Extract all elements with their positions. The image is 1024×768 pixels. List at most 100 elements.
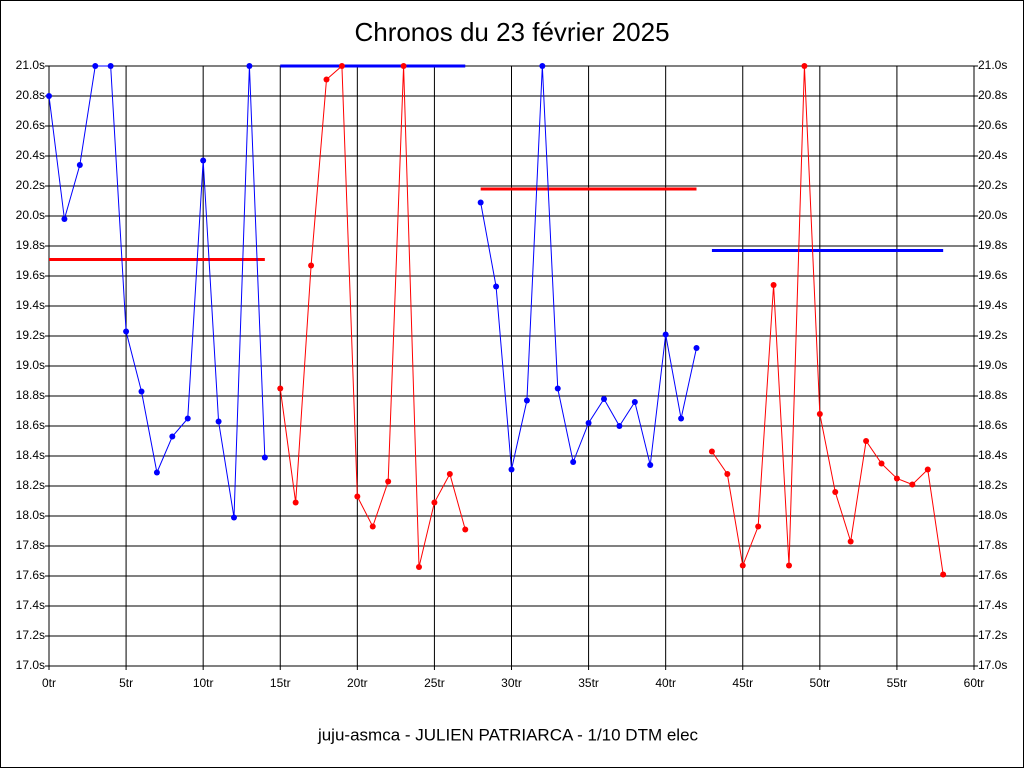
data-point [446, 471, 453, 477]
x-tick-label: 35tr [578, 676, 599, 690]
x-tick-label: 30tr [501, 676, 522, 690]
y2-tick-label: 18.2s [978, 478, 1007, 492]
y-tick-label: 17.4s [16, 598, 45, 612]
y-tick-label: 21.0s [16, 58, 45, 72]
data-point [755, 523, 762, 530]
data-point [863, 438, 870, 444]
data-point [169, 433, 176, 440]
y2-tick-label: 19.4s [978, 298, 1007, 312]
data-point [92, 63, 99, 69]
y2-tick-label: 20.0s [978, 208, 1007, 222]
y2-tick-label: 20.6s [978, 118, 1007, 132]
y2-tick-label: 20.2s [978, 178, 1007, 192]
data-point [416, 564, 422, 570]
data-point [940, 571, 947, 578]
y-tick-label: 18.2s [16, 478, 45, 492]
data-point [570, 459, 577, 465]
data-point [678, 415, 685, 422]
y-tick-label: 18.0s [16, 508, 45, 522]
data-point [184, 415, 191, 422]
y-tick-label: 19.8s [16, 238, 45, 252]
y-tick-label: 18.4s [16, 448, 45, 462]
data-point [354, 493, 361, 500]
y-tick-label: 20.4s [16, 148, 45, 162]
data-point [153, 469, 160, 476]
x-tick-label: 55tr [887, 676, 908, 690]
chart-title: Chronos du 23 février 2025 [354, 17, 669, 47]
data-point [909, 481, 916, 488]
data-point [693, 345, 700, 351]
data-point [246, 63, 253, 69]
data-point [816, 411, 823, 417]
x-tick-label: 5tr [119, 676, 133, 690]
y-tick-label: 20.2s [16, 178, 45, 192]
data-point [338, 63, 345, 69]
data-point [801, 63, 808, 69]
data-point [400, 63, 407, 69]
data-point [601, 396, 607, 402]
data-point [708, 448, 715, 455]
y2-tick-label: 18.0s [978, 508, 1007, 522]
data-point [924, 466, 931, 473]
y2-tick-label: 18.6s [978, 418, 1007, 432]
data-point [878, 460, 885, 467]
y-tick-label: 17.0s [16, 658, 45, 672]
y-tick-label: 18.6s [16, 418, 45, 432]
y2-tick-label: 17.0s [978, 658, 1007, 672]
data-point [493, 283, 500, 290]
data-point [554, 385, 561, 392]
y2-tick-label: 20.4s [978, 148, 1007, 162]
y-tick-label: 20.6s [16, 118, 45, 132]
y2-tick-label: 21.0s [978, 58, 1007, 72]
data-point [123, 328, 130, 335]
x-tick-label: 15tr [270, 676, 291, 690]
data-point [585, 420, 592, 426]
data-point [508, 466, 515, 473]
data-point [107, 63, 114, 69]
data-point [739, 562, 746, 569]
series-line [711, 65, 944, 575]
y-tick-label: 19.2s [16, 328, 45, 342]
data-point [631, 399, 638, 405]
data-point [462, 526, 469, 533]
x-tick-label: 40tr [655, 676, 676, 690]
y2-tick-label: 19.2s [978, 328, 1007, 342]
data-point [616, 423, 623, 429]
data-point [662, 331, 669, 338]
y2-tick-label: 18.8s [978, 388, 1007, 402]
data-point [76, 162, 83, 168]
data-point [46, 93, 52, 99]
data-point [308, 262, 315, 269]
y-tick-label: 19.4s [16, 298, 45, 312]
data-point [647, 462, 654, 468]
x-tick-label: 10tr [193, 676, 214, 690]
y2-tick-label: 19.0s [978, 358, 1007, 372]
data-point [893, 475, 900, 482]
y-tick-label: 18.8s [16, 388, 45, 402]
data-point [385, 478, 392, 485]
data-point [786, 562, 792, 569]
y-tick-label: 20.8s [16, 88, 45, 102]
data-point [231, 514, 237, 521]
y-tick-label: 19.0s [16, 358, 45, 372]
y2-tick-label: 17.2s [978, 628, 1007, 642]
data-point [369, 523, 376, 530]
data-point [138, 388, 145, 395]
data-point [847, 538, 854, 545]
x-tick-label: 25tr [424, 676, 445, 690]
data-point [724, 471, 731, 477]
chart-footer: juju-asmca - JULIEN PATRIARCA - 1/10 DTM… [317, 725, 699, 744]
data-point [431, 499, 438, 506]
data-point [832, 489, 839, 495]
y2-tick-label: 17.6s [978, 568, 1007, 582]
data-point [770, 282, 777, 288]
x-tick-label: 50tr [809, 676, 830, 690]
data-point [215, 418, 222, 425]
x-tick-label: 45tr [732, 676, 753, 690]
x-tick-label: 20tr [347, 676, 368, 690]
y-tick-label: 20.0s [16, 208, 45, 222]
x-tick-label: 0tr [42, 676, 56, 690]
y2-tick-label: 20.8s [978, 88, 1007, 102]
data-point [261, 454, 268, 461]
